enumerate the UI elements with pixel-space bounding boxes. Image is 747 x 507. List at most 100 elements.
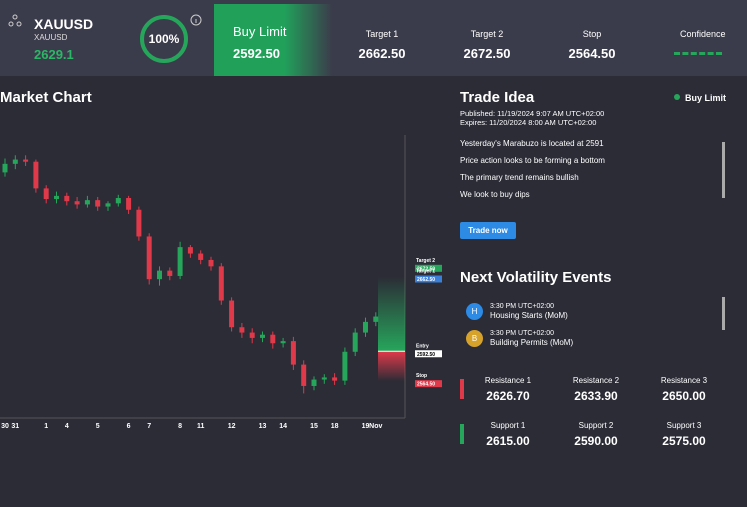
candle-body <box>373 316 379 322</box>
trade-idea-title: Trade Idea <box>460 89 535 106</box>
level-marker <box>460 379 464 399</box>
level-label: Resistance 2 <box>572 376 620 385</box>
order-panel <box>214 4 332 76</box>
candle-body <box>270 334 276 344</box>
candle-body <box>126 198 132 210</box>
level-value: 2633.90 <box>574 389 618 403</box>
candle-body <box>363 321 368 333</box>
event-icon: H <box>466 303 483 320</box>
scrollbar <box>722 142 725 198</box>
order-price: 2592.50 <box>233 46 280 61</box>
stat-label: Target 2 <box>470 29 504 39</box>
candle-body <box>260 334 265 338</box>
x-tick-label: 31 <box>11 423 19 430</box>
x-tick-label: 5 <box>96 423 100 430</box>
idea-line: Yesterday's Marabuzo is located at 2591 <box>460 139 604 148</box>
level-label: Support 3 <box>666 421 702 430</box>
stat-value: 2672.50 <box>463 46 511 61</box>
confidence-label: Confidence <box>680 29 726 39</box>
level-name: Target 1 <box>416 269 435 275</box>
x-tick-label: 19 <box>362 423 370 430</box>
candle-body <box>352 332 358 352</box>
x-tick-label: 8 <box>178 423 182 430</box>
status-dot <box>674 94 680 100</box>
idea-line: Price action looks to be forming a botto… <box>460 156 605 165</box>
symbol-icon <box>8 14 22 27</box>
candle-body <box>311 379 317 386</box>
level-value: 2626.70 <box>486 389 530 403</box>
candle-body <box>105 203 111 207</box>
candle-body <box>23 159 29 162</box>
candle-body <box>332 377 338 381</box>
candle-body <box>146 236 152 280</box>
candle-body <box>95 200 101 207</box>
stat-label: Stop <box>582 29 602 39</box>
level-tag <box>415 264 442 272</box>
x-tick-label: 6 <box>127 423 131 430</box>
level-name: Entry <box>416 343 429 349</box>
level-value: 2590.00 <box>574 434 618 448</box>
level-value: 2615.00 <box>486 434 530 448</box>
chart-title: Market Chart <box>0 89 92 106</box>
price: 2629.1 <box>34 47 74 62</box>
idea-line: We look to buy dips <box>460 190 530 199</box>
info-icon <box>190 14 202 26</box>
candle-body <box>2 163 8 173</box>
idea-line: The primary trend remains bullish <box>460 173 579 182</box>
level-label: 2564.50 <box>417 382 435 388</box>
symbol: XAUUSD <box>34 16 94 32</box>
candle-body <box>74 201 80 205</box>
event-time: 3:30 PM UTC+02:00 <box>490 303 555 310</box>
level-label: Support 1 <box>490 421 526 430</box>
candle-body <box>33 161 39 189</box>
candle-body <box>229 300 235 328</box>
level-value: 2575.00 <box>662 434 706 448</box>
x-tick-label: 18 <box>331 423 339 430</box>
candle-body <box>157 270 162 280</box>
candle-body <box>167 270 173 276</box>
loss-zone <box>378 351 405 382</box>
x-tick-label: 11 <box>197 423 205 430</box>
level-name: Target 2 <box>416 258 435 264</box>
level-label: Resistance 1 <box>484 376 532 385</box>
candle-body <box>218 266 224 301</box>
candle-body <box>342 351 348 381</box>
candle-body <box>64 195 70 202</box>
level-tag <box>415 275 442 283</box>
level-label: 2592.50 <box>417 352 435 358</box>
profit-zone <box>378 276 405 352</box>
level-label: 2662.50 <box>417 277 435 283</box>
event-name: Housing Starts (MoM) <box>490 311 568 320</box>
score: 100% <box>148 32 180 46</box>
event-name: Building Permits (MoM) <box>490 338 574 347</box>
candle-body <box>280 341 286 344</box>
event-time: 3:30 PM UTC+02:00 <box>490 330 555 337</box>
x-tick-label: 14 <box>279 423 287 430</box>
x-tick-label: Nov <box>369 423 382 430</box>
x-tick-label: 1 <box>44 423 48 430</box>
level-tag <box>415 380 442 388</box>
x-tick-label: 12 <box>228 423 236 430</box>
candle-body <box>208 259 214 267</box>
candle-body <box>12 159 18 164</box>
confidence-bar <box>674 52 722 55</box>
candle-body <box>136 209 142 237</box>
expires: Expires: 11/20/2024 8:00 AM UTC+02:00 <box>460 118 597 127</box>
candle-body <box>239 327 245 333</box>
level-tag <box>415 350 442 358</box>
scrollbar <box>722 297 725 330</box>
level-label: Support 2 <box>578 421 614 430</box>
level-label: Resistance 3 <box>660 376 708 385</box>
candle-body <box>290 341 296 365</box>
x-tick-label: 30 <box>1 423 9 430</box>
level-value: 2650.00 <box>662 389 706 403</box>
trade-button[interactable]: Trade now <box>460 222 516 239</box>
events-title: Next Volatility Events <box>460 269 612 286</box>
candle-body <box>321 377 327 380</box>
level-marker <box>460 424 464 444</box>
event-icon: B <box>466 330 483 347</box>
stat-value: 2564.50 <box>568 46 616 61</box>
stat-value: 2662.50 <box>358 46 406 61</box>
